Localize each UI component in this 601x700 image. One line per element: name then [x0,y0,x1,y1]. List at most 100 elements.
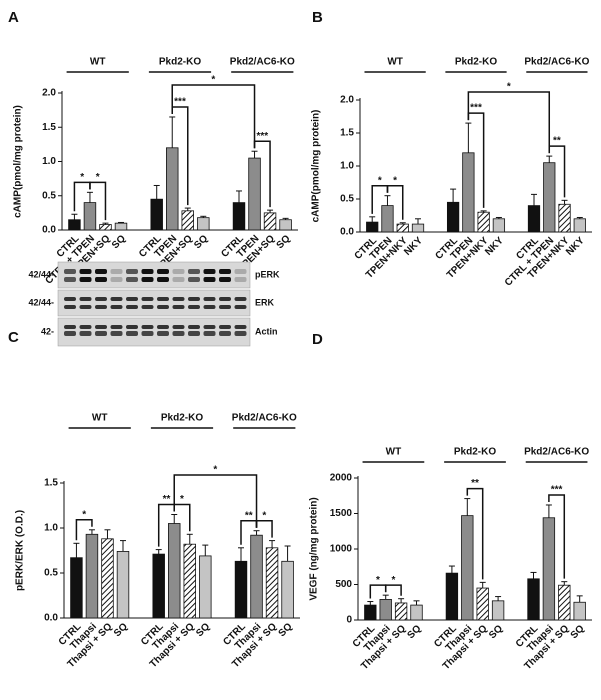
significance-bracket [369,584,387,599]
bar [446,201,460,233]
group-label: Pkd2/AC6-KO [524,447,589,458]
blot-band [188,297,200,301]
blot-band [188,331,200,336]
blot-band [203,325,216,329]
significance-label: ** [471,478,479,489]
group-label: WT [90,57,106,68]
y-tick-label: 2.0 [42,88,56,99]
blot-band [79,297,92,301]
bar [181,210,194,231]
group-label: WT [387,57,403,68]
bar [476,587,489,621]
y-tick-label: 1.0 [44,523,58,534]
y-tick-label: 2000 [330,473,353,484]
significance-label: * [211,75,215,86]
blot-band [64,269,76,274]
bar [461,515,474,621]
bar [366,221,379,233]
blot-band [64,325,76,329]
blot-band [188,305,200,309]
bar [279,219,292,231]
blot-band [79,331,92,336]
blot-band [95,331,107,336]
bar [394,602,408,621]
significance-label: ** [245,510,253,521]
x-tick-label: SQ [275,233,293,251]
blot-band [79,277,92,282]
y-tick-label: 500 [335,579,352,590]
blot-band [95,277,107,282]
blot-band [203,331,216,336]
blot-band [110,269,123,274]
significance-bracket [89,181,107,221]
blot-band [157,277,169,282]
blot-band [203,305,216,309]
blot-band [126,277,138,282]
group-label: Pkd2-KO [159,57,201,68]
blot-band [219,269,231,274]
blot-band [203,277,216,282]
bar [68,219,81,231]
bar [85,533,99,619]
significance-label: *** [470,103,482,114]
bar [232,202,246,231]
bar [248,157,261,231]
y-tick-label: 1.5 [340,128,354,139]
significance-label: *** [256,131,268,142]
y-tick-label: 1.5 [44,478,58,489]
blot-label: 42/44- [28,297,54,307]
panel-label: C [8,329,19,346]
blot-band [234,277,247,282]
bar [183,543,196,619]
blot-band [141,325,154,329]
bar [573,601,586,621]
blot-band [234,325,247,329]
bar [114,222,128,231]
blot-band [126,305,138,309]
blot-band [64,277,76,282]
bar [558,584,571,621]
significance-label: * [80,172,84,183]
bar [166,147,179,231]
significance-label: *** [551,485,563,496]
significance-bracket [467,91,551,154]
blot-band [79,269,92,274]
blot-band [95,325,107,329]
blot-band [188,325,200,329]
y-axis-label: cAMP(pmol/mg protein) [311,110,322,223]
bar [250,534,263,619]
significance-label: * [393,175,397,186]
y-tick-label: 0.0 [340,227,354,238]
y-tick-label: 0.5 [340,194,354,205]
blot-strip [57,261,251,289]
y-tick-label: 1.0 [340,161,354,172]
bar [573,218,586,233]
group-label: WT [92,413,108,424]
significance-label: * [378,175,382,186]
blot-band [110,325,123,329]
blot-label: pERK [255,269,280,279]
group-label: Pkd2-KO [455,57,497,68]
significance-label: * [213,465,217,476]
blot-band [141,297,154,301]
significance-bracket [75,519,93,541]
y-tick-label: 0 [346,615,352,626]
blot-band [95,305,107,309]
significance-bracket [548,494,566,579]
bar [381,205,394,233]
significance-label: * [82,509,86,520]
x-tick-label: SQ [112,621,130,639]
blot-band [234,297,247,301]
blot-band [172,325,185,329]
blot-band [203,269,216,274]
bar [527,205,541,233]
significance-label: * [391,575,395,586]
blot-band [126,297,138,301]
blot-label: Actin [255,326,278,336]
significance-label: ** [553,136,561,147]
panel-label: A [8,9,19,26]
blot-band [141,305,154,309]
significance-bracket [171,84,256,149]
blot-band [110,277,123,282]
